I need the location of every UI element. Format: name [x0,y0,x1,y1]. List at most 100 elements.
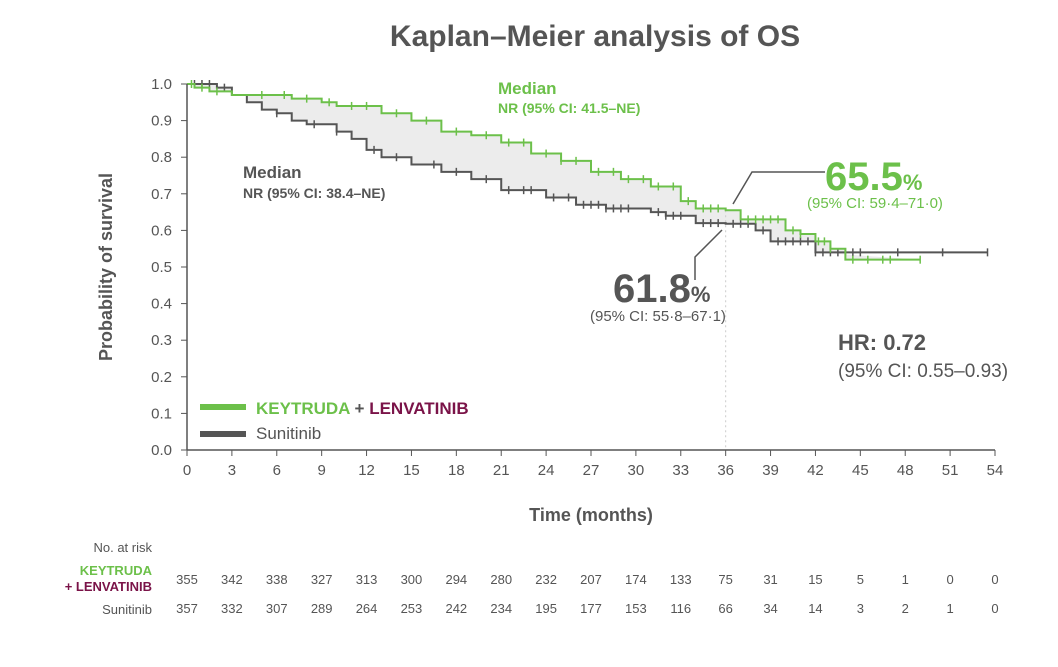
y-tick-label: 0.1 [151,405,172,422]
hazard-ratio-ci: (95% CI: 0.55–0.93) [838,361,1008,382]
kl-36m-ci: (95% CI: 59·4–71·0) [807,195,943,212]
at-risk-value: 14 [808,601,822,616]
at-risk-value: 75 [718,572,732,587]
sunitinib-median-title: Median [243,163,302,182]
at-risk-value: 195 [535,601,557,616]
x-tick-label: 36 [717,462,734,479]
x-tick-label: 48 [897,462,914,479]
at-risk-value: 307 [266,601,288,616]
sunitinib-median-value: NR (95% CI: 38.4–NE) [243,185,385,201]
km-curve-sunitinib [187,83,988,254]
y-tick-label: 1.0 [151,76,172,93]
at-risk-value: 242 [445,601,467,616]
at-risk-value: 0 [946,572,953,587]
x-tick-label: 18 [448,462,465,479]
at-risk-value: 232 [535,572,557,587]
chart-title: Kaplan–Meier analysis of OS [390,20,800,53]
at-risk-value: 207 [580,572,602,587]
at-risk-value: 327 [311,572,333,587]
between-curves-fill [187,84,921,260]
at-risk-label-keytruda: KEYTRUDA [80,563,153,578]
x-tick-label: 42 [807,462,824,479]
at-risk-value: 289 [311,601,333,616]
legend-plus: + [350,399,369,418]
sunitinib-36m-ci: (95% CI: 55·8–67·1) [590,308,726,325]
y-tick-label: 0.3 [151,332,172,349]
at-risk-value: 174 [625,572,647,587]
at-risk-value: 264 [356,601,378,616]
x-tick-label: 0 [183,462,191,479]
sunitinib-36m-rate: 61.8% [613,267,710,311]
at-risk-value: 342 [221,572,243,587]
at-risk-header: No. at risk [93,540,152,555]
at-risk-value: 1 [946,601,953,616]
at-risk-value: 1 [902,572,909,587]
at-risk-label-lenvatinib: + LENVATINIB [65,579,152,594]
at-risk-value: 31 [763,572,777,587]
x-tick-label: 3 [228,462,236,479]
x-tick-label: 39 [762,462,779,479]
y-tick-label: 0.5 [151,259,172,276]
legend-lenvatinib: LENVATINIB [369,399,468,418]
at-risk-value: 280 [490,572,512,587]
at-risk-value: 0 [991,572,998,587]
x-axis-label: Time (months) [529,505,653,525]
at-risk-value: 177 [580,601,602,616]
at-risk-value: 338 [266,572,288,587]
kl-36m-rate: 65.5% [825,155,922,199]
x-tick-label: 24 [538,462,555,479]
at-risk-value: 34 [763,601,777,616]
legend-keytruda: KEYTRUDA [256,399,350,418]
legend-label-keytruda-lenvatinib: KEYTRUDA + LENVATINIB [256,399,469,418]
y-tick-label: 0.2 [151,369,172,386]
kl-36m-unit: % [903,170,923,195]
at-risk-value: 253 [401,601,423,616]
hazard-ratio: HR: 0.72 [838,330,926,355]
legend-label-sunitinib: Sunitinib [256,424,321,443]
at-risk-value: 3 [857,601,864,616]
at-risk-value: 294 [445,572,467,587]
x-tick-label: 33 [672,462,689,479]
y-tick-label: 0.0 [151,442,172,459]
kl-median-title: Median [498,79,557,98]
y-tick-label: 0.9 [151,113,172,130]
y-tick-label: 0.6 [151,222,172,239]
x-tick-label: 9 [317,462,325,479]
x-tick-label: 21 [493,462,510,479]
at-risk-value: 300 [401,572,423,587]
x-tick-label: 27 [583,462,600,479]
at-risk-value: 234 [490,601,512,616]
y-axis-label: Probability of survival [96,173,116,361]
at-risk-value: 5 [857,572,864,587]
at-risk-value: 2 [902,601,909,616]
at-risk-value: 133 [670,572,692,587]
x-tick-label: 45 [852,462,869,479]
x-tick-label: 6 [273,462,281,479]
kl-36m-value: 65.5 [825,155,903,199]
x-tick-label: 15 [403,462,420,479]
at-risk-value: 355 [176,572,198,587]
sunitinib-36m-unit: % [691,282,711,307]
x-tick-label: 51 [942,462,959,479]
sunitinib-callout-line [694,229,723,280]
at-risk-value: 66 [718,601,732,616]
at-risk-value: 153 [625,601,647,616]
at-risk-value: 313 [356,572,378,587]
sunitinib-36m-value: 61.8 [613,267,691,311]
legend-swatch-keytruda-lenvatinib [200,404,246,410]
at-risk-value: 15 [808,572,822,587]
x-tick-label: 12 [358,462,375,479]
at-risk-label-sunitinib: Sunitinib [102,602,152,617]
at-risk-value: 0 [991,601,998,616]
legend-swatch-sunitinib [200,431,246,437]
kl-callout-line [732,171,825,205]
y-tick-label: 0.4 [151,296,172,313]
x-tick-label: 54 [987,462,1004,479]
at-risk-value: 357 [176,601,198,616]
at-risk-value: 116 [670,601,691,616]
x-tick-label: 30 [628,462,645,479]
kl-median-value: NR (95% CI: 41.5–NE) [498,100,640,116]
y-tick-label: 0.7 [151,186,172,203]
